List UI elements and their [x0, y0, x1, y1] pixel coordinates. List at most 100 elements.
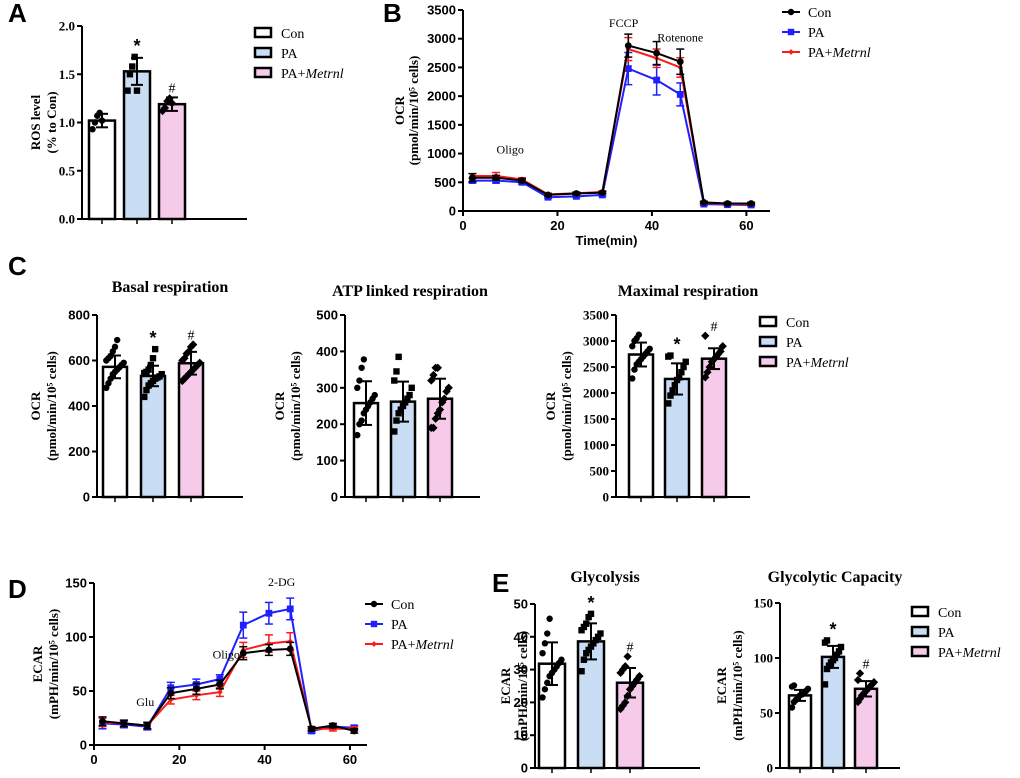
data-point: [823, 665, 831, 673]
y-tick-label: 0: [331, 490, 338, 505]
y-axis-label-units: (pmol/min/10⁵ cells): [406, 56, 421, 166]
data-point: [578, 627, 585, 634]
y-tick-label: 400: [68, 399, 90, 414]
y-tick-label: 2500: [583, 360, 609, 375]
legend-swatch: [758, 335, 778, 348]
data-point: [192, 685, 200, 693]
data-point: [393, 417, 400, 424]
bar-pa-metrnl: [177, 361, 205, 499]
x-tick-label: 0: [90, 752, 97, 767]
legend-label-italic: Metrnl: [305, 67, 344, 82]
data-point: [239, 649, 247, 657]
data-point: [180, 374, 189, 383]
legend-swatch: [253, 46, 273, 59]
data-point: [629, 343, 636, 350]
panel-C2: ATP linked respiration 0 100 200 300 400 500 OC…: [272, 283, 488, 505]
data-point: [703, 368, 712, 377]
legend-label: PA+Metrnl: [281, 67, 344, 82]
y-axis-label: OCR: [272, 391, 287, 421]
legend: Con PA PA+Metrnl: [758, 315, 849, 371]
data-point: [724, 200, 731, 207]
data-point: [350, 727, 358, 735]
y-axis-label: ECAR: [498, 667, 513, 704]
data-point: [653, 76, 661, 84]
data-point: [623, 652, 632, 661]
data-point: [669, 387, 676, 394]
data-point: [120, 359, 127, 366]
legend: Con PA PA+Metrnl: [910, 605, 1001, 661]
data-point: [360, 356, 368, 363]
data-point: [113, 336, 121, 344]
y-tick-label: 3000: [583, 334, 609, 349]
data-point: [823, 637, 831, 644]
data-point: [195, 358, 204, 367]
data-point: [621, 698, 630, 707]
data-point: [145, 366, 152, 373]
legend-label: PA: [786, 336, 804, 351]
data-point: [667, 392, 674, 399]
series-con: [98, 641, 359, 735]
data-point: [429, 370, 438, 380]
legend-marker: [787, 8, 795, 16]
data-point: [308, 725, 315, 733]
legend-swatch: [758, 315, 778, 328]
significance-mark: *: [673, 335, 680, 355]
data-point: [397, 406, 405, 413]
legend-label: PA: [391, 618, 409, 633]
data-point: [143, 722, 151, 729]
data-point: [635, 672, 644, 681]
data-point: [676, 91, 684, 98]
legend-label-italic: Metrnl: [832, 46, 871, 61]
y-tick-label: 3500: [427, 3, 456, 18]
panel-E2: Glycolytic Capacity 0 50 100 150 ECAR (mPH/min…: [714, 569, 1001, 776]
y-axis-label-units: (pmol/min/10⁵ cells): [44, 351, 59, 461]
legend-label-italic: Metrnl: [415, 638, 454, 653]
data-point: [286, 605, 294, 613]
data-point: [354, 431, 361, 439]
data-point: [133, 87, 141, 94]
series-line: [472, 44, 752, 205]
y-tick-label: 2500: [427, 60, 456, 75]
x-tick-label: 20: [550, 218, 564, 233]
data-point: [239, 621, 247, 629]
legend-marker: [370, 600, 378, 608]
y-tick-label: 3500: [583, 308, 609, 323]
data-point: [585, 646, 592, 654]
data-point: [391, 377, 398, 384]
y-tick-label: 0: [521, 761, 528, 776]
y-tick-label: 150: [65, 576, 87, 591]
y-tick-label: 50: [73, 684, 87, 699]
data-point: [572, 190, 580, 197]
y-tick-label: 1.5: [59, 67, 76, 82]
data-point: [265, 646, 273, 654]
data-point: [89, 126, 96, 133]
annotation-2-dg: 2-DG: [268, 575, 296, 589]
y-axis-label-units: (pmol/min/10⁵ cells): [559, 351, 574, 461]
legend-label: Con: [786, 316, 809, 331]
y-tick-label: 300: [316, 380, 338, 395]
data-point: [541, 686, 549, 693]
legend: Con PA PA+Metrnl: [782, 6, 871, 61]
legend-label-text: PA: [938, 626, 956, 641]
panel-B: B 0 500 1000 1500 2000 2500 3000 3500 OCR (pmol/mi…: [383, 0, 871, 248]
data-point: [129, 63, 136, 70]
data-point: [286, 645, 294, 653]
data-point: [585, 613, 592, 621]
y-tick-label: 0.0: [59, 212, 75, 227]
legend-label-text: PA+: [281, 67, 306, 82]
data-point: [790, 682, 798, 689]
data-point: [833, 651, 841, 658]
chart-title: Glycolytic Capacity: [768, 569, 903, 586]
annotation-rotenone: Rotenone: [657, 31, 703, 45]
data-point: [701, 331, 710, 340]
data-point: [469, 174, 476, 182]
panel-E1: E Glycolysis 0 10 20 30 40 50 ECAR (mPH/min/10⁵ c…: [492, 568, 700, 776]
data-point: [667, 352, 674, 359]
data-point: [705, 362, 714, 372]
y-axis-label: OCR: [392, 95, 407, 125]
series-line: [102, 647, 355, 732]
y-tick-label: 0.5: [59, 163, 76, 178]
bar-pa: [820, 655, 846, 770]
data-point: [680, 363, 687, 371]
